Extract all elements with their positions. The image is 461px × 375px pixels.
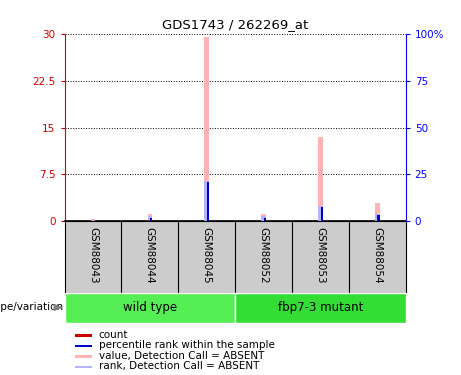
Bar <box>320 207 323 221</box>
Bar <box>148 216 152 221</box>
Text: GSM88052: GSM88052 <box>259 227 269 284</box>
Text: GSM88045: GSM88045 <box>201 227 212 284</box>
Bar <box>318 137 323 221</box>
Text: genotype/variation: genotype/variation <box>0 303 64 312</box>
Bar <box>91 220 95 221</box>
Bar <box>75 366 92 368</box>
Bar <box>207 182 209 221</box>
Text: GSM88053: GSM88053 <box>315 227 325 284</box>
Bar <box>378 215 380 221</box>
Text: GSM88054: GSM88054 <box>372 227 382 284</box>
Bar <box>375 220 377 221</box>
Text: GSM88044: GSM88044 <box>145 227 155 284</box>
Bar <box>204 181 209 221</box>
Bar <box>75 355 92 357</box>
Bar <box>75 334 92 337</box>
Text: wild type: wild type <box>123 301 177 314</box>
Text: percentile rank within the sample: percentile rank within the sample <box>99 340 275 350</box>
Bar <box>235 292 406 322</box>
Bar <box>204 220 207 221</box>
Bar <box>148 220 150 221</box>
Title: GDS1743 / 262269_at: GDS1743 / 262269_at <box>162 18 308 31</box>
Bar <box>204 37 209 221</box>
Bar <box>261 214 266 221</box>
Bar <box>318 206 323 221</box>
Text: fbp7-3 mutant: fbp7-3 mutant <box>278 301 363 314</box>
Bar <box>375 214 379 221</box>
Text: GSM88043: GSM88043 <box>88 227 98 284</box>
Bar <box>375 202 379 221</box>
Bar <box>261 216 266 221</box>
Text: value, Detection Call = ABSENT: value, Detection Call = ABSENT <box>99 351 264 361</box>
Bar <box>93 220 95 221</box>
Bar <box>148 214 152 221</box>
Bar <box>264 218 266 221</box>
Text: rank, Detection Call = ABSENT: rank, Detection Call = ABSENT <box>99 361 259 371</box>
Bar <box>65 292 235 322</box>
Bar <box>318 220 320 221</box>
Bar <box>75 345 92 347</box>
Text: count: count <box>99 330 128 340</box>
Bar <box>150 218 152 221</box>
Bar <box>91 219 95 221</box>
